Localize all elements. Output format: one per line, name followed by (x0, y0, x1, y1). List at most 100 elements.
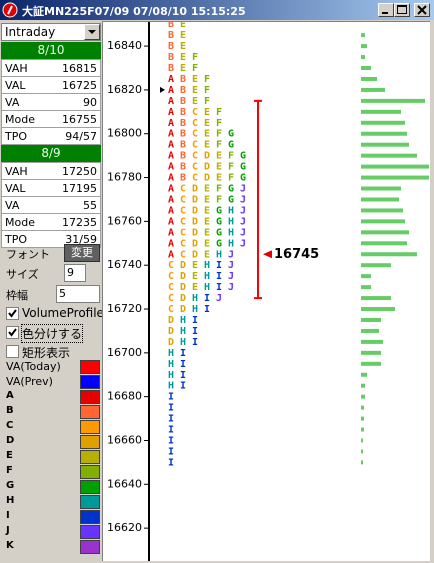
tpo-letter: B (168, 52, 174, 63)
legend-label: K (6, 540, 14, 551)
tpo-letter: E (204, 107, 210, 118)
tpo-letter: E (192, 260, 198, 271)
tpo-letter: F (192, 52, 198, 63)
maximize-button[interactable] (394, 3, 410, 17)
tpo-letter: B (180, 96, 186, 107)
tpo-letter: H (168, 359, 174, 370)
border-input[interactable]: 5 (56, 285, 100, 303)
stat-label: VAL (5, 79, 26, 92)
tpo-letter: G (228, 194, 234, 205)
price-label: 16620 (107, 521, 142, 534)
volume-bar (361, 285, 371, 290)
tpo-letter: A (168, 118, 174, 129)
legend-swatch (80, 525, 100, 539)
tpo-letter: D (192, 238, 198, 249)
tpo-letter: J (240, 227, 246, 238)
tpo-letter: F (228, 162, 234, 173)
tpo-letter: B (180, 129, 186, 140)
stat-row: VAH 17250 (1, 162, 101, 180)
volume-bar (361, 87, 385, 92)
price-label: 16660 (107, 433, 142, 446)
legend-label: B (6, 405, 14, 416)
volume-bar (361, 317, 381, 322)
open-marker (160, 86, 165, 93)
stat-value: 16725 (62, 79, 97, 92)
tpo-letter: C (180, 216, 186, 227)
legend-label: C (6, 420, 14, 431)
tpo-letter: D (204, 151, 210, 162)
volume-bar (361, 427, 364, 432)
tpo-letter: C (192, 162, 198, 173)
tpo-letter: H (204, 282, 210, 293)
tpo-letter: F (192, 63, 198, 74)
tpo-letter: E (204, 216, 210, 227)
tpo-letter: F (216, 184, 222, 195)
tpo-letter: F (204, 85, 210, 96)
stat-value: 16755 (62, 113, 97, 126)
volume-bar (361, 44, 367, 49)
close-button[interactable] (414, 3, 430, 17)
tpo-letter: A (168, 85, 174, 96)
tpo-letter: D (192, 249, 198, 260)
tpo-letter: J (240, 205, 246, 216)
volume-bar (361, 175, 429, 180)
font-button[interactable]: 変更 (64, 244, 100, 262)
mode-dropdown[interactable]: Intraday (1, 23, 101, 41)
stat-label: VAL (5, 182, 26, 195)
tpo-letter: A (168, 140, 174, 151)
volume-bar (361, 66, 371, 71)
price-label: 16820 (107, 83, 142, 96)
legend-swatch (80, 390, 100, 404)
tpo-letter: H (180, 315, 186, 326)
tpo-letter: B (168, 30, 174, 41)
tpo-letter: F (216, 129, 222, 140)
tpo-letter: I (180, 370, 186, 381)
price-label: 16780 (107, 171, 142, 184)
tpo-letter: E (204, 227, 210, 238)
size-label: サイズ (6, 268, 39, 281)
checkbox[interactable] (6, 326, 19, 339)
tpo-letter: G (228, 140, 234, 151)
volume-bar (361, 230, 409, 235)
tpo-letter: A (168, 173, 174, 184)
side-panel: Intraday 8/10 VAH 16815 VAL 16725 VA 90 Mode 1675… (0, 21, 104, 563)
tpo-letter: F (216, 107, 222, 118)
dropdown-button[interactable] (84, 24, 100, 40)
tpo-letter: C (168, 282, 174, 293)
volume-bar (361, 153, 417, 158)
legend-label: VA(Prev) (6, 375, 53, 388)
tpo-letter: E (216, 162, 222, 173)
tpo-letter: A (168, 249, 174, 260)
checkbox[interactable] (6, 307, 19, 320)
tpo-letter: C (180, 184, 186, 195)
price-label: 16640 (107, 477, 142, 490)
stat-row: VAL 16725 (1, 76, 101, 94)
tpo-letter: I (180, 359, 186, 370)
app-icon (2, 2, 18, 18)
size-input[interactable]: 9 (64, 264, 86, 282)
tpo-letter: D (192, 205, 198, 216)
tpo-letter: H (228, 216, 234, 227)
tpo-letter: E (180, 63, 186, 74)
minimize-button[interactable] (378, 3, 394, 17)
tpo-letter: I (192, 326, 198, 337)
volume-bar (361, 274, 371, 279)
checkbox[interactable] (6, 345, 19, 358)
tpo-letter: G (228, 184, 234, 195)
stat-label: Mode (5, 113, 35, 126)
stat-value: 17195 (62, 182, 97, 195)
volume-bar (361, 361, 381, 366)
tpo-letter: D (180, 282, 186, 293)
stat-value: 17250 (62, 165, 97, 178)
tpo-letter: I (168, 414, 174, 425)
volume-bar (361, 109, 401, 114)
last-price-label: 16745 (274, 247, 319, 262)
tpo-letter: H (204, 260, 210, 271)
volume-bar (361, 55, 365, 60)
tpo-letter: H (192, 304, 198, 315)
section-header: 8/9 (1, 145, 101, 162)
tpo-letter: B (180, 118, 186, 129)
tpo-letter: F (228, 173, 234, 184)
tpo-letter: H (168, 370, 174, 381)
volume-bar (361, 383, 365, 388)
